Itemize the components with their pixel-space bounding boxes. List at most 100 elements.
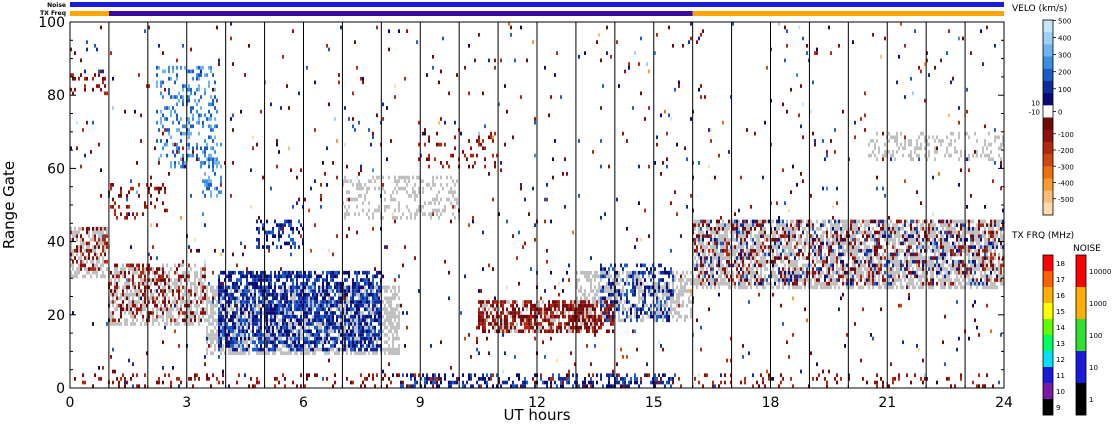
- scatter-point: [392, 344, 394, 348]
- scatter-point: [428, 157, 430, 162]
- scatter-point: [78, 76, 80, 81]
- scatter-point: [664, 281, 666, 286]
- scatter-point: [610, 285, 612, 290]
- scatter-point: [132, 322, 134, 326]
- scatter-point: [246, 329, 248, 334]
- scatter-point: [126, 318, 128, 323]
- scatter-point: [314, 80, 316, 85]
- scatter-point: [300, 311, 302, 315]
- scatter-point: [452, 190, 454, 195]
- scatter-point: [170, 314, 172, 319]
- scatter-point: [384, 285, 386, 290]
- scatter-point: [366, 186, 368, 191]
- scatter-point: [102, 69, 104, 74]
- scatter-point: [102, 80, 104, 85]
- scatter-point: [164, 128, 166, 132]
- scatter-point: [248, 43, 250, 48]
- scatter-point: [196, 65, 198, 70]
- scatter-point: [404, 175, 406, 180]
- scatter-point: [530, 267, 532, 271]
- scatter-point: [554, 318, 556, 323]
- scatter-point: [364, 340, 366, 345]
- scatter-point: [262, 347, 264, 352]
- scatter-point: [600, 285, 602, 290]
- scatter-point: [608, 307, 610, 312]
- scatter-point: [530, 314, 532, 319]
- scatter-point: [96, 241, 98, 246]
- scatter-point: [256, 311, 258, 315]
- scatter-point: [98, 377, 100, 381]
- scatter-point: [658, 373, 660, 378]
- scatter-point: [270, 329, 272, 334]
- scatter-point: [708, 274, 710, 279]
- scatter-point: [618, 318, 620, 323]
- scatter-point: [298, 296, 300, 301]
- scatter-point: [508, 300, 510, 304]
- scatter-point: [320, 285, 322, 290]
- scatter-point: [114, 322, 116, 326]
- scatter-point: [86, 245, 88, 249]
- scatter-point: [216, 289, 218, 293]
- scatter-point: [576, 285, 578, 290]
- scatter-point: [492, 325, 494, 330]
- scatter-point: [352, 344, 354, 348]
- scatter-point: [366, 318, 368, 323]
- scatter-point: [202, 190, 204, 195]
- scatter-point: [372, 274, 374, 279]
- scatter-point: [220, 336, 222, 341]
- scatter-point: [156, 139, 158, 143]
- scatter-point: [346, 234, 348, 238]
- scatter-point: [258, 241, 260, 246]
- scatter-point: [132, 292, 134, 297]
- scatter-point: [92, 322, 94, 326]
- scatter-point: [192, 384, 194, 388]
- scatter-point: [292, 314, 294, 319]
- scatter-point: [138, 285, 140, 290]
- scatter-point: [254, 311, 256, 315]
- scatter-point: [162, 69, 164, 74]
- scatter-point: [184, 303, 186, 308]
- scatter-point: [388, 175, 390, 180]
- scatter-point: [276, 278, 278, 282]
- scatter-point: [682, 303, 684, 308]
- scatter-point: [308, 322, 310, 326]
- scatter-point: [176, 142, 178, 147]
- scatter-point: [116, 263, 118, 268]
- scatter-point: [204, 223, 206, 227]
- scatter-point: [658, 285, 660, 290]
- scatter-point: [202, 161, 204, 165]
- scatter-point: [624, 69, 626, 74]
- scatter-point: [658, 307, 660, 312]
- scatter-point: [636, 377, 638, 381]
- scatter-point: [398, 322, 400, 326]
- scatter-point: [636, 274, 638, 279]
- scatter-point: [222, 318, 224, 323]
- scatter-point: [386, 245, 388, 249]
- scatter-point: [572, 322, 574, 326]
- scatter-point: [390, 296, 392, 301]
- scatter-point: [326, 329, 328, 334]
- scatter-point: [278, 322, 280, 326]
- scatter-point: [238, 300, 240, 304]
- scatter-point: [356, 285, 358, 290]
- scatter-point: [582, 322, 584, 326]
- scatter-point: [296, 292, 298, 297]
- scatter-point: [382, 175, 384, 180]
- scatter-point: [334, 300, 336, 304]
- scatter-point: [346, 197, 348, 202]
- scatter-point: [320, 183, 322, 187]
- scatter-point: [250, 311, 252, 315]
- scatter-point: [270, 307, 272, 312]
- scatter-point: [602, 267, 604, 271]
- scatter-point: [362, 201, 364, 205]
- scatter-point: [250, 322, 252, 326]
- scatter-point: [376, 344, 378, 348]
- scatter-point: [252, 303, 254, 308]
- scatter-point: [86, 270, 88, 275]
- scatter-point: [376, 296, 378, 301]
- scatter-point: [590, 318, 592, 323]
- scatter-point: [368, 300, 370, 304]
- scatter-point: [488, 172, 490, 176]
- scatter-point: [558, 373, 560, 378]
- scatter-point: [276, 307, 278, 312]
